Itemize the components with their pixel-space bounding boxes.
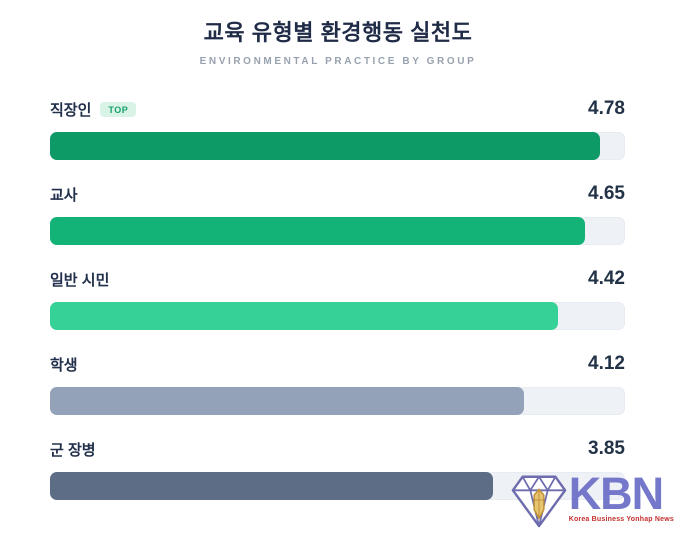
bar-value: 4.78 bbox=[588, 98, 625, 119]
bar-label: 학생 bbox=[50, 354, 78, 375]
kbn-logo-text: KBN bbox=[568, 467, 665, 519]
bar-value: 3.85 bbox=[588, 438, 625, 459]
bar-value: 4.12 bbox=[588, 353, 625, 374]
bar-label: 직장인 TOP bbox=[50, 99, 137, 120]
bar-row: 일반 시민 4.42 bbox=[50, 268, 625, 330]
bar-label-text: 직장인 bbox=[50, 101, 92, 119]
chart-subtitle: ENVIRONMENTAL PRACTICE BY GROUP bbox=[199, 56, 477, 67]
bar-fill bbox=[50, 472, 493, 500]
bar-fill bbox=[50, 387, 524, 415]
bar-row: 학생 4.12 bbox=[50, 353, 625, 415]
bar-track bbox=[50, 302, 625, 330]
bar-track bbox=[50, 387, 625, 415]
bar-label-text: 일반 시민 bbox=[50, 271, 110, 289]
bar-fill bbox=[50, 302, 559, 330]
bar-label: 군 장병 bbox=[50, 439, 96, 460]
bar-row: 직장인 TOP 4.78 bbox=[50, 98, 625, 160]
bar-label: 일반 시민 bbox=[50, 269, 109, 290]
bar-label-text: 학생 bbox=[50, 356, 78, 374]
bar-chart: 직장인 TOP 4.78 교사 4.65 일반 시민 4.42 bbox=[50, 98, 625, 524]
chart-header: 교육 유형별 환경행동 실천도 ENVIRONMENTAL PRACTICE B… bbox=[0, 0, 676, 67]
chart-title: 교육 유형별 환경행동 실천도 bbox=[203, 20, 473, 45]
bar-label-text: 군 장병 bbox=[50, 441, 96, 459]
bar-value: 4.65 bbox=[588, 183, 625, 204]
kbn-logo-tagline: Korea Business Yonhap News bbox=[568, 516, 674, 524]
bar-fill bbox=[50, 132, 600, 160]
top-badge: TOP bbox=[100, 101, 137, 117]
bar-row: 교사 4.65 bbox=[50, 183, 625, 245]
bar-value: 4.42 bbox=[588, 268, 625, 289]
diamond-icon bbox=[510, 469, 568, 529]
bar-label-text: 교사 bbox=[50, 186, 78, 204]
bar-fill bbox=[50, 217, 585, 245]
bar-track bbox=[50, 217, 625, 245]
kbn-logo: KBN Korea Business Yonhap News bbox=[510, 469, 674, 529]
bar-track bbox=[50, 132, 625, 160]
bar-label: 교사 bbox=[50, 184, 78, 205]
